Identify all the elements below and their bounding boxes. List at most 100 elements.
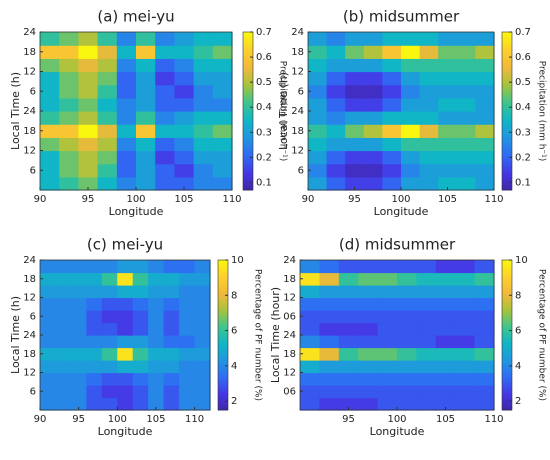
colorbar-segment (502, 315, 512, 318)
heat-cell (345, 71, 365, 86)
heat-cell (193, 71, 214, 86)
heat-cell (475, 71, 495, 86)
heat-cell (338, 385, 359, 399)
heat-cell (212, 71, 233, 86)
heat-cell (300, 335, 320, 349)
heat-cell (78, 45, 99, 59)
colorbar-segment (502, 79, 512, 83)
colorbar-segment (502, 153, 512, 157)
heat-cell (475, 176, 495, 191)
heat-cell (397, 335, 417, 349)
heat-cell (401, 150, 421, 165)
y-tick-label: 12 (23, 146, 36, 157)
heat-cell (163, 297, 180, 311)
heat-cell (86, 347, 103, 361)
colorbar-segment (218, 285, 228, 288)
heat-cell (377, 360, 398, 374)
heat-cell (455, 397, 476, 411)
colorbar-segment (218, 287, 228, 291)
heat-cell (397, 397, 417, 411)
heat-cell (438, 150, 458, 165)
heat-cell (163, 260, 180, 274)
heat-cell (70, 272, 87, 286)
y-tick-label: 12 (23, 293, 36, 304)
heat-cell (300, 285, 320, 299)
heat-cell (397, 347, 417, 361)
heat-cell (193, 58, 214, 73)
heat-cell (117, 347, 134, 361)
heat-cell (40, 385, 57, 399)
heat-cell (136, 97, 156, 112)
heat-cell (474, 335, 495, 349)
x-tick-label: 90 (34, 194, 47, 205)
heat-cell (163, 310, 180, 324)
heat-cell (55, 360, 72, 374)
heat-cell (319, 272, 340, 286)
heat-cell (377, 372, 398, 386)
colorbar-segment (502, 113, 512, 117)
colorbar-segment (502, 171, 512, 175)
y-tick-label: 12 (283, 368, 296, 379)
colorbar-segment (502, 375, 512, 378)
colorbar-segment (243, 174, 253, 178)
colorbar-segment (243, 79, 253, 83)
colorbar-segment (502, 392, 512, 396)
chart-title: (a) mei-yu (97, 8, 174, 26)
y-tick-label: 24 (23, 330, 36, 341)
heat-cell (59, 84, 79, 99)
heat-cell (40, 347, 57, 361)
heat-cell (101, 335, 118, 349)
heat-cell (212, 163, 233, 178)
heat-cell (40, 71, 60, 86)
heat-cell (55, 272, 72, 286)
heat-cell (117, 260, 134, 274)
colorbar-segment (502, 37, 512, 41)
heat-cell (136, 71, 156, 86)
heat-cell (40, 310, 57, 324)
heat-cell (59, 71, 79, 86)
heat-cell (474, 297, 495, 311)
colorbar-segment (502, 297, 512, 301)
heat-cell (419, 84, 439, 99)
heat-cell (363, 124, 383, 138)
heat-cell (174, 32, 195, 46)
heat-cell (358, 385, 379, 399)
y-axis-label: Local Time (h) (9, 296, 22, 374)
heat-cell (382, 45, 402, 59)
heat-cell (326, 45, 346, 59)
heat-cell (97, 58, 118, 73)
colorbar-segment (502, 155, 512, 159)
heat-cell (319, 322, 340, 336)
heat-cell (40, 111, 60, 125)
heat-cell (163, 322, 180, 336)
colorbar-segment (502, 68, 512, 72)
colorbar-segment (502, 290, 512, 293)
heat-cell (345, 45, 365, 59)
colorbar-segment (218, 392, 228, 396)
heat-cell (419, 150, 439, 165)
colorbar-segment (218, 332, 228, 336)
colorbar-segment (502, 305, 512, 308)
heat-cell (40, 58, 60, 73)
colorbar-segment (243, 32, 253, 36)
heat-cell (326, 97, 346, 112)
colorbar-segment (502, 350, 512, 353)
colorbar-segment (243, 163, 253, 167)
heat-cell (326, 58, 346, 73)
heat-cell (326, 84, 346, 99)
heat-cell (174, 163, 195, 178)
heat-cell (416, 360, 437, 374)
colorbar-segment (218, 295, 228, 298)
colorbar-tick-label: 4 (515, 361, 521, 372)
heat-cell (456, 97, 476, 112)
colorbar-segment (502, 124, 512, 128)
heat-cell (377, 285, 398, 299)
heat-cell (116, 163, 137, 178)
colorbar-segment (502, 387, 512, 391)
heat-cell (300, 385, 320, 399)
colorbar-segment (218, 377, 228, 381)
colorbar-segment (502, 310, 512, 313)
colorbar-segment (502, 47, 512, 51)
heat-cell (397, 285, 417, 299)
heat-cell (148, 372, 165, 386)
